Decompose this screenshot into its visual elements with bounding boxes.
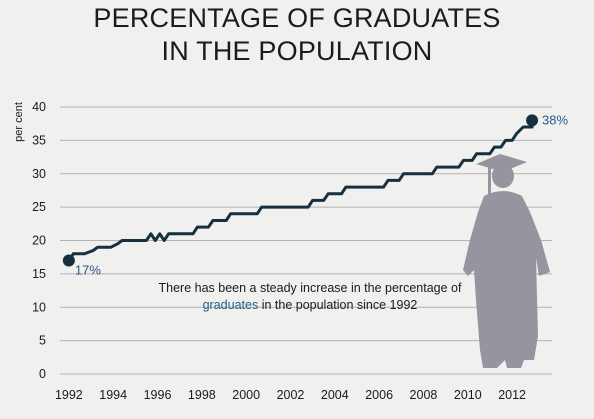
y-tick-label: 30 (32, 167, 46, 181)
x-tick-label: 2004 (321, 388, 349, 402)
chart-caption: There has been a steady increase in the … (150, 280, 470, 314)
graduate-silhouette-icon (463, 154, 550, 368)
x-tick-label: 1992 (55, 388, 83, 402)
chart-title-line-2: IN THE POPULATION (161, 36, 433, 66)
annotations: 17% 38% (62, 112, 569, 278)
y-tick-label: 20 (32, 234, 46, 248)
y-tick-label: 10 (32, 300, 46, 314)
axes: 0 5 10 15 20 25 30 35 40 1992 1994 1996 1998 2000 2002… (13, 100, 526, 402)
y-tick-label: 25 (32, 200, 46, 214)
x-tick-label: 1994 (99, 388, 127, 402)
x-tick-label: 1998 (188, 388, 216, 402)
caption-highlight: graduates (202, 298, 259, 312)
x-tick-label: 2008 (410, 388, 438, 402)
x-tick-label: 2006 (365, 388, 393, 402)
start-point-marker (62, 254, 75, 267)
y-tick-label: 40 (32, 100, 46, 114)
series-layer (67, 125, 534, 262)
caption-text-before: There has been a steady increase in the … (158, 281, 462, 295)
x-tick-label: 2010 (454, 388, 482, 402)
caption-text-after: in the population since 1992 (258, 298, 418, 312)
y-tick-label: 0 (39, 367, 46, 381)
data-label: 38% (542, 112, 568, 127)
y-tick-label: 5 (39, 334, 46, 348)
x-tick-label: 2012 (498, 388, 526, 402)
y-axis-title: per cent (13, 102, 25, 142)
chart-title: PERCENTAGE OF GRADUATES IN THE POPULATIO… (0, 2, 594, 68)
x-tick-label: 1996 (144, 388, 172, 402)
series-line-0 (67, 125, 534, 262)
y-tick-label: 35 (32, 133, 46, 147)
data-label: 17% (75, 263, 101, 278)
end-point-marker (526, 114, 539, 127)
y-tick-label: 15 (32, 267, 46, 281)
x-tick-label: 2000 (232, 388, 260, 402)
chart-title-line-1: PERCENTAGE OF GRADUATES (93, 3, 501, 33)
x-tick-label: 2002 (277, 388, 305, 402)
